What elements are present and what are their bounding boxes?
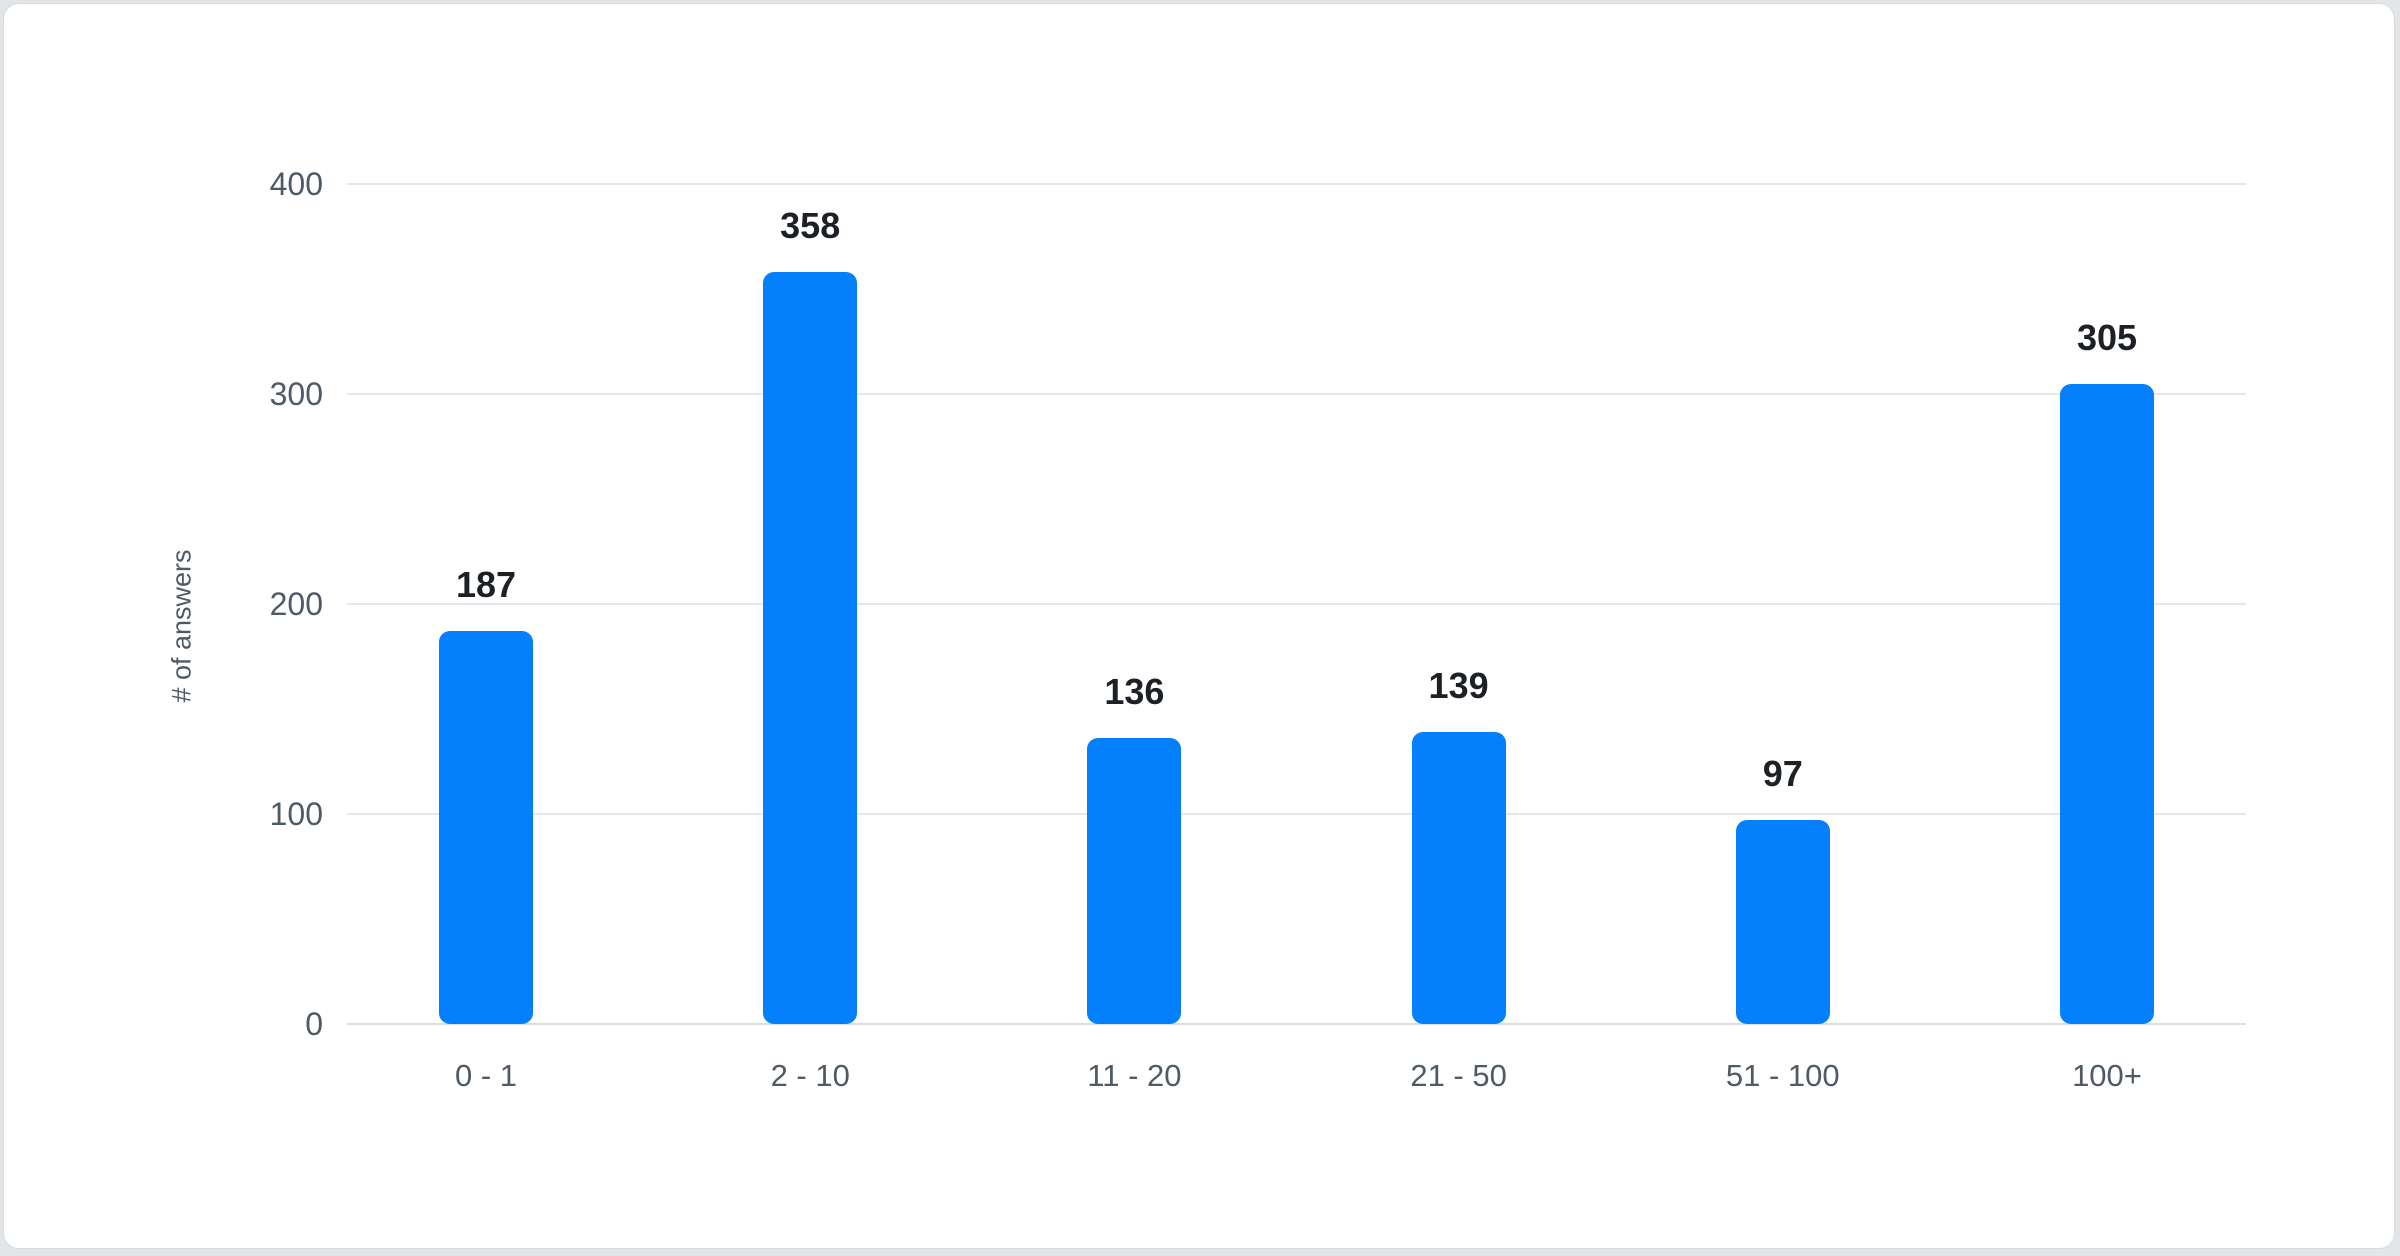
y-tick-label: 300 [269,376,323,412]
chart-card: # of answers 0 100 200 300 400 187 0 - 1 358 2 -… [3,3,2395,1249]
x-tick-label: 2 - 10 [770,1058,850,1093]
x-tick-label: 0 - 1 [454,1058,518,1093]
x-tick-label: 51 - 100 [1725,1058,1840,1093]
y-tick-label: 100 [269,796,323,832]
bar-value-label: 139 [1428,665,1489,707]
y-tick-label: 200 [269,586,323,622]
x-tick-label: 21 - 50 [1410,1058,1507,1093]
gridline [347,603,2246,605]
bar-chart: # of answers 0 100 200 300 400 187 0 - 1 358 2 -… [4,4,2394,1248]
y-axis-title: # of answers [166,549,197,703]
bar-value-label: 97 [1762,753,1803,795]
x-tick-label: 11 - 20 [1087,1058,1182,1093]
bar[interactable] [1735,820,1830,1024]
bar-value-label: 305 [2076,316,2138,358]
gridline [347,813,2246,815]
bar-value-label: 136 [1104,671,1165,713]
bar[interactable] [1411,732,1506,1024]
bar[interactable] [1087,738,1182,1024]
bar-value-label: 187 [455,564,517,606]
x-tick-label: 100+ [2072,1058,2142,1093]
bar[interactable] [2059,383,2154,1024]
bar[interactable] [763,272,858,1024]
bar[interactable] [439,631,533,1024]
y-tick-label: 0 [305,1006,323,1042]
gridline [347,183,2246,185]
x-axis-baseline [347,1023,2246,1025]
y-tick-label: 400 [269,166,323,202]
bar-value-label: 358 [780,205,841,247]
plot-area: 0 100 200 300 400 187 0 - 1 358 2 - 10 136 11 - 20… [270,168,2246,1091]
gridline [347,393,2246,395]
